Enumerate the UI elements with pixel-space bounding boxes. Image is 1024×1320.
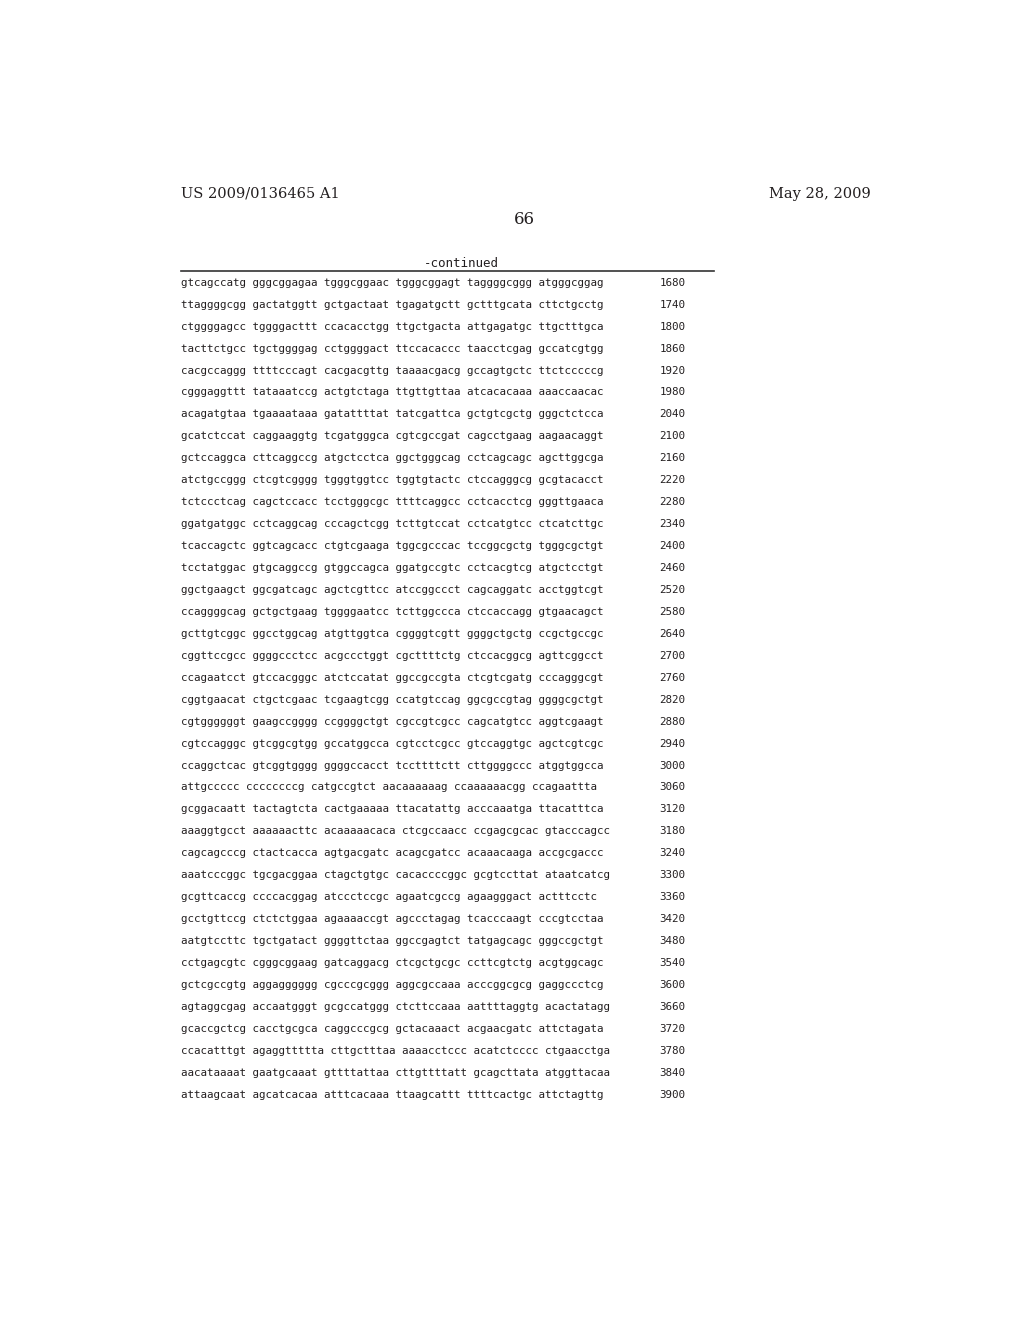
Text: 66: 66 <box>514 211 536 228</box>
Text: ccacatttgt agaggttttta cttgctttaa aaaacctccc acatctcccc ctgaacctga: ccacatttgt agaggttttta cttgctttaa aaaacc… <box>180 1045 609 1056</box>
Text: 2520: 2520 <box>659 585 686 595</box>
Text: 3720: 3720 <box>659 1024 686 1034</box>
Text: atctgccggg ctcgtcgggg tgggtggtcc tggtgtactc ctccagggcg gcgtacacct: atctgccggg ctcgtcgggg tgggtggtcc tggtgta… <box>180 475 603 486</box>
Text: gcaccgctcg cacctgcgca caggcccgcg gctacaaact acgaacgatc attctagata: gcaccgctcg cacctgcgca caggcccgcg gctacaa… <box>180 1024 603 1034</box>
Text: gcgttcaccg ccccacggag atccctccgc agaatcgccg agaagggact actttcctc: gcgttcaccg ccccacggag atccctccgc agaatcg… <box>180 892 597 902</box>
Text: 3900: 3900 <box>659 1090 686 1100</box>
Text: ctggggagcc tggggacttt ccacacctgg ttgctgacta attgagatgc ttgctttgca: ctggggagcc tggggacttt ccacacctgg ttgctga… <box>180 322 603 331</box>
Text: 3480: 3480 <box>659 936 686 946</box>
Text: aaatcccggc tgcgacggaa ctagctgtgc cacaccccggc gcgtccttat ataatcatcg: aaatcccggc tgcgacggaa ctagctgtgc cacaccc… <box>180 870 609 880</box>
Text: 2460: 2460 <box>659 564 686 573</box>
Text: 3180: 3180 <box>659 826 686 837</box>
Text: 1860: 1860 <box>659 343 686 354</box>
Text: tctccctcag cagctccacc tcctgggcgc ttttcaggcc cctcacctcg gggttgaaca: tctccctcag cagctccacc tcctgggcgc ttttcag… <box>180 498 603 507</box>
Text: gctcgccgtg aggagggggg cgcccgcggg aggcgccaaa acccggcgcg gaggccctcg: gctcgccgtg aggagggggg cgcccgcggg aggcgcc… <box>180 979 603 990</box>
Text: attaagcaat agcatcacaa atttcacaaa ttaagcattt ttttcactgc attctagttg: attaagcaat agcatcacaa atttcacaaa ttaagca… <box>180 1090 603 1100</box>
Text: acagatgtaa tgaaaataaa gatattttat tatcgattca gctgtcgctg gggctctcca: acagatgtaa tgaaaataaa gatattttat tatcgat… <box>180 409 603 420</box>
Text: 1740: 1740 <box>659 300 686 310</box>
Text: 2040: 2040 <box>659 409 686 420</box>
Text: aacataaaat gaatgcaaat gttttattaa cttgttttatt gcagcttata atggttacaa: aacataaaat gaatgcaaat gttttattaa cttgttt… <box>180 1068 609 1077</box>
Text: cacgccaggg ttttcccagt cacgacgttg taaaacgacg gccagtgctc ttctcccccg: cacgccaggg ttttcccagt cacgacgttg taaaacg… <box>180 366 603 375</box>
Text: 3120: 3120 <box>659 804 686 814</box>
Text: 3300: 3300 <box>659 870 686 880</box>
Text: 2760: 2760 <box>659 673 686 682</box>
Text: 2940: 2940 <box>659 739 686 748</box>
Text: gcttgtcggc ggcctggcag atgttggtca cggggtcgtt ggggctgctg ccgctgccgc: gcttgtcggc ggcctggcag atgttggtca cggggtc… <box>180 628 603 639</box>
Text: aatgtccttc tgctgatact ggggttctaa ggccgagtct tatgagcagc gggccgctgt: aatgtccttc tgctgatact ggggttctaa ggccgag… <box>180 936 603 946</box>
Text: cagcagcccg ctactcacca agtgacgatc acagcgatcc acaaacaaga accgcgaccc: cagcagcccg ctactcacca agtgacgatc acagcga… <box>180 849 603 858</box>
Text: 2820: 2820 <box>659 694 686 705</box>
Text: 1800: 1800 <box>659 322 686 331</box>
Text: 3600: 3600 <box>659 979 686 990</box>
Text: ttaggggcgg gactatggtt gctgactaat tgagatgctt gctttgcata cttctgcctg: ttaggggcgg gactatggtt gctgactaat tgagatg… <box>180 300 603 310</box>
Text: 3840: 3840 <box>659 1068 686 1077</box>
Text: 2400: 2400 <box>659 541 686 550</box>
Text: 2640: 2640 <box>659 628 686 639</box>
Text: ccaggctcac gtcggtgggg ggggccacct tccttttctt cttggggccc atggtggcca: ccaggctcac gtcggtgggg ggggccacct tcctttt… <box>180 760 603 771</box>
Text: ccaggggcag gctgctgaag tggggaatcc tcttggccca ctccaccagg gtgaacagct: ccaggggcag gctgctgaag tggggaatcc tcttggc… <box>180 607 603 616</box>
Text: US 2009/0136465 A1: US 2009/0136465 A1 <box>180 187 339 201</box>
Text: 3540: 3540 <box>659 958 686 968</box>
Text: 2280: 2280 <box>659 498 686 507</box>
Text: 1920: 1920 <box>659 366 686 375</box>
Text: 3240: 3240 <box>659 849 686 858</box>
Text: 2160: 2160 <box>659 453 686 463</box>
Text: 2340: 2340 <box>659 519 686 529</box>
Text: tcctatggac gtgcaggccg gtggccagca ggatgccgtc cctcacgtcg atgctcctgt: tcctatggac gtgcaggccg gtggccagca ggatgcc… <box>180 564 603 573</box>
Text: gcatctccat caggaaggtg tcgatgggca cgtcgccgat cagcctgaag aagaacaggt: gcatctccat caggaaggtg tcgatgggca cgtcgcc… <box>180 432 603 441</box>
Text: cgtccagggc gtcggcgtgg gccatggcca cgtcctcgcc gtccaggtgc agctcgtcgc: cgtccagggc gtcggcgtgg gccatggcca cgtcctc… <box>180 739 603 748</box>
Text: ggctgaagct ggcgatcagc agctcgttcc atccggccct cagcaggatc acctggtcgt: ggctgaagct ggcgatcagc agctcgttcc atccggc… <box>180 585 603 595</box>
Text: 2100: 2100 <box>659 432 686 441</box>
Text: gctccaggca cttcaggccg atgctcctca ggctgggcag cctcagcagc agcttggcga: gctccaggca cttcaggccg atgctcctca ggctggg… <box>180 453 603 463</box>
Text: cgtggggggt gaagccgggg ccggggctgt cgccgtcgcc cagcatgtcc aggtcgaagt: cgtggggggt gaagccgggg ccggggctgt cgccgtc… <box>180 717 603 726</box>
Text: 3360: 3360 <box>659 892 686 902</box>
Text: cggtgaacat ctgctcgaac tcgaagtcgg ccatgtccag ggcgccgtag ggggcgctgt: cggtgaacat ctgctcgaac tcgaagtcgg ccatgtc… <box>180 694 603 705</box>
Text: cctgagcgtc cgggcggaag gatcaggacg ctcgctgcgc ccttcgtctg acgtggcagc: cctgagcgtc cgggcggaag gatcaggacg ctcgctg… <box>180 958 603 968</box>
Text: 3060: 3060 <box>659 783 686 792</box>
Text: gcctgttccg ctctctggaa agaaaaccgt agccctagag tcacccaagt cccgtcctaa: gcctgttccg ctctctggaa agaaaaccgt agcccta… <box>180 915 603 924</box>
Text: 3000: 3000 <box>659 760 686 771</box>
Text: gcggacaatt tactagtcta cactgaaaaa ttacatattg acccaaatga ttacatttca: gcggacaatt tactagtcta cactgaaaaa ttacata… <box>180 804 603 814</box>
Text: 3660: 3660 <box>659 1002 686 1012</box>
Text: 2580: 2580 <box>659 607 686 616</box>
Text: 3780: 3780 <box>659 1045 686 1056</box>
Text: cggttccgcc ggggccctcc acgccctggt cgcttttctg ctccacggcg agttcggcct: cggttccgcc ggggccctcc acgccctggt cgctttt… <box>180 651 603 661</box>
Text: tacttctgcc tgctggggag cctggggact ttccacaccc taacctcgag gccatcgtgg: tacttctgcc tgctggggag cctggggact ttccaca… <box>180 343 603 354</box>
Text: 1980: 1980 <box>659 388 686 397</box>
Text: aaaggtgcct aaaaaacttc acaaaaacaca ctcgccaacc ccgagcgcac gtacccagcc: aaaggtgcct aaaaaacttc acaaaaacaca ctcgcc… <box>180 826 609 837</box>
Text: ccagaatcct gtccacgggc atctccatat ggccgccgta ctcgtcgatg cccagggcgt: ccagaatcct gtccacgggc atctccatat ggccgcc… <box>180 673 603 682</box>
Text: 1680: 1680 <box>659 277 686 288</box>
Text: May 28, 2009: May 28, 2009 <box>769 187 870 201</box>
Text: -continued: -continued <box>424 257 499 271</box>
Text: agtaggcgag accaatgggt gcgccatggg ctcttccaaa aattttaggtg acactatagg: agtaggcgag accaatgggt gcgccatggg ctcttcc… <box>180 1002 609 1012</box>
Text: tcaccagctc ggtcagcacc ctgtcgaaga tggcgcccac tccggcgctg tgggcgctgt: tcaccagctc ggtcagcacc ctgtcgaaga tggcgcc… <box>180 541 603 550</box>
Text: attgccccc ccccccccg catgccgtct aacaaaaaag ccaaaaaacgg ccagaattta: attgccccc ccccccccg catgccgtct aacaaaaaa… <box>180 783 597 792</box>
Text: cgggaggttt tataaatccg actgtctaga ttgttgttaa atcacacaaa aaaccaacac: cgggaggttt tataaatccg actgtctaga ttgttgt… <box>180 388 603 397</box>
Text: 2880: 2880 <box>659 717 686 726</box>
Text: 2700: 2700 <box>659 651 686 661</box>
Text: ggatgatggc cctcaggcag cccagctcgg tcttgtccat cctcatgtcc ctcatcttgc: ggatgatggc cctcaggcag cccagctcgg tcttgtc… <box>180 519 603 529</box>
Text: gtcagccatg gggcggagaa tgggcggaac tgggcggagt taggggcggg atgggcggag: gtcagccatg gggcggagaa tgggcggaac tgggcgg… <box>180 277 603 288</box>
Text: 3420: 3420 <box>659 915 686 924</box>
Text: 2220: 2220 <box>659 475 686 486</box>
